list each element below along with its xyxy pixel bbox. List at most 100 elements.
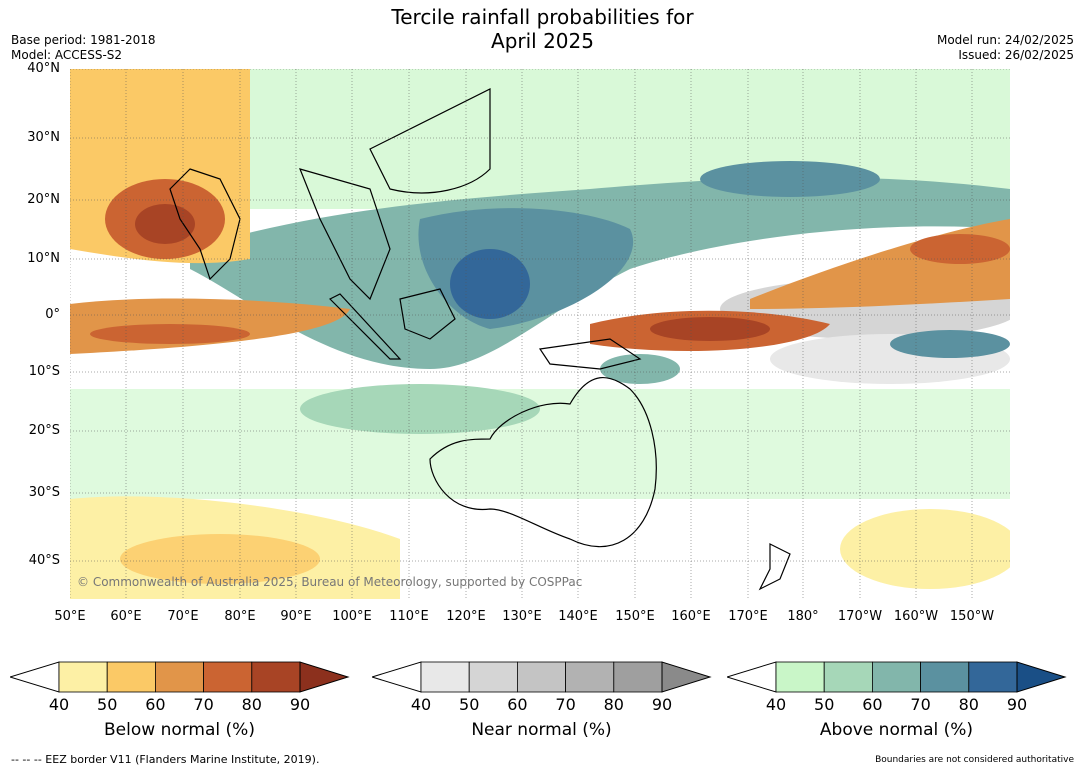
field-above-coral-sea bbox=[600, 354, 680, 384]
probability-map bbox=[70, 69, 1010, 599]
field-below-southeast-pacific bbox=[840, 509, 1010, 589]
colorbar-segment bbox=[203, 661, 253, 693]
field-below-india-peak bbox=[135, 204, 195, 244]
coast-new-guinea bbox=[538, 338, 642, 370]
colorbar-tick-label: 70 bbox=[555, 695, 576, 714]
colorbar-low-extension bbox=[372, 661, 422, 693]
colorbar-high-extension bbox=[661, 661, 712, 693]
lat-label: 10°S bbox=[28, 364, 60, 379]
meta-left: Base period: 1981-2018 Model: ACCESS-S2 bbox=[11, 33, 156, 63]
coast-sumatra bbox=[328, 293, 402, 360]
colorbar-tick-label: 90 bbox=[651, 695, 673, 714]
colorbar-low-extension bbox=[10, 661, 60, 693]
colorbar-tick-label: 90 bbox=[1006, 695, 1028, 714]
colorbar-segment bbox=[968, 661, 1018, 693]
colorbar-tick-label: 80 bbox=[958, 695, 979, 714]
coast-new-zealand bbox=[758, 543, 791, 591]
colorbar-tick-label: 60 bbox=[862, 695, 883, 714]
lon-label: 160°W bbox=[893, 609, 939, 624]
colorbar-tick-label: 80 bbox=[241, 695, 262, 714]
lon-label: 110°E bbox=[389, 609, 429, 624]
colorbar-tick-label: 70 bbox=[910, 695, 931, 714]
lon-label: 140°E bbox=[558, 609, 598, 624]
lat-label: 30°S bbox=[28, 485, 60, 500]
lat-label: 0° bbox=[45, 307, 60, 322]
lon-label: 150°E bbox=[615, 609, 655, 624]
lon-label: 180° bbox=[787, 609, 819, 624]
colorbar-segment bbox=[565, 661, 615, 693]
base-period: Base period: 1981-2018 bbox=[11, 33, 156, 47]
colorbar-tick-label: 90 bbox=[289, 695, 311, 714]
field-below-northeast-pacific-core bbox=[910, 234, 1010, 264]
colorbar bbox=[727, 661, 1067, 693]
model-run: Model run: 24/02/2025 bbox=[936, 33, 1074, 47]
colorbar bbox=[10, 661, 350, 693]
field-below-equatorial-pacific-core bbox=[650, 317, 770, 341]
field-above-south-pacific bbox=[890, 330, 1010, 358]
colorbar-tick-label: 40 bbox=[765, 695, 787, 714]
colorbar-tick-label: 50 bbox=[814, 695, 835, 714]
colorbar-tick-label: 60 bbox=[507, 695, 528, 714]
colorbar-segment bbox=[58, 661, 108, 693]
coast-australia bbox=[429, 377, 657, 548]
lon-label: 150°W bbox=[949, 609, 995, 624]
colorbar-title: Near normal (%) bbox=[471, 720, 612, 740]
footer-right: Boundaries are not considered authoritat… bbox=[875, 755, 1074, 765]
colorbar-title: Below normal (%) bbox=[104, 720, 255, 740]
colorbar-tick-label: 50 bbox=[459, 695, 480, 714]
meta-right: Model run: 24/02/2025 Issued: 26/02/2025 bbox=[937, 33, 1074, 63]
field-above-north-pacific bbox=[700, 161, 880, 197]
colorbar-segment bbox=[468, 661, 518, 693]
coast-indochina bbox=[298, 168, 391, 301]
colorbar-segment bbox=[251, 661, 301, 693]
colorbar-segment bbox=[613, 661, 663, 693]
colorbar-segment bbox=[420, 661, 470, 693]
colorbar-tick-label: 70 bbox=[193, 695, 214, 714]
colorbar-tick-label: 40 bbox=[48, 695, 70, 714]
field-above-light-south bbox=[70, 389, 1010, 499]
colorbar-segment bbox=[920, 661, 970, 693]
colorbar bbox=[372, 661, 712, 693]
lat-label: 10°N bbox=[27, 251, 60, 266]
graticule bbox=[70, 69, 1010, 599]
lat-label: 40°N bbox=[27, 61, 60, 76]
lat-label: 40°S bbox=[28, 553, 60, 568]
colorbar-high-extension bbox=[1016, 661, 1067, 693]
lon-label: 130°E bbox=[502, 609, 542, 624]
lon-label: 100°E bbox=[332, 609, 372, 624]
field-below-equatorial-indian-core bbox=[90, 324, 250, 344]
colorbar-segment bbox=[516, 661, 566, 693]
lon-label: 80°E bbox=[224, 609, 256, 624]
lon-label: 60°E bbox=[110, 609, 142, 624]
coast-borneo bbox=[399, 288, 456, 340]
coast-china bbox=[369, 88, 491, 194]
colorbar-segment bbox=[154, 661, 204, 693]
lat-label: 20°N bbox=[27, 192, 60, 207]
title-line2: April 2025 bbox=[491, 29, 594, 53]
lat-label: 20°S bbox=[28, 423, 60, 438]
coast-india bbox=[169, 168, 241, 281]
colorbar-tick-label: 80 bbox=[603, 695, 624, 714]
copyright-notice: © Commonwealth of Australia 2025, Bureau… bbox=[77, 575, 583, 589]
issued-date: Issued: 26/02/2025 bbox=[958, 48, 1074, 62]
colorbar-title: Above normal (%) bbox=[819, 720, 974, 740]
model-name: Model: ACCESS-S2 bbox=[11, 48, 123, 62]
lon-label: 90°E bbox=[280, 609, 312, 624]
lon-label: 50°E bbox=[54, 609, 86, 624]
lon-label: 120°E bbox=[446, 609, 486, 624]
coastlines bbox=[169, 88, 791, 591]
lat-label: 30°N bbox=[27, 130, 60, 145]
colorbar-segment bbox=[106, 661, 156, 693]
colorbar-high-extension bbox=[299, 661, 350, 693]
title-line1: Tercile rainfall probabilities for bbox=[391, 5, 694, 29]
field-above-south-indian bbox=[300, 384, 540, 434]
colorbar-tick-label: 60 bbox=[145, 695, 166, 714]
colorbar-tick-label: 50 bbox=[97, 695, 118, 714]
colorbar-segment bbox=[871, 661, 921, 693]
lon-label: 160°E bbox=[671, 609, 711, 624]
map-fields bbox=[70, 69, 1010, 599]
colorbar-segment bbox=[775, 661, 825, 693]
lon-label: 170°E bbox=[728, 609, 768, 624]
field-below-southwest-indian bbox=[120, 534, 320, 584]
colorbar-low-extension bbox=[727, 661, 777, 693]
